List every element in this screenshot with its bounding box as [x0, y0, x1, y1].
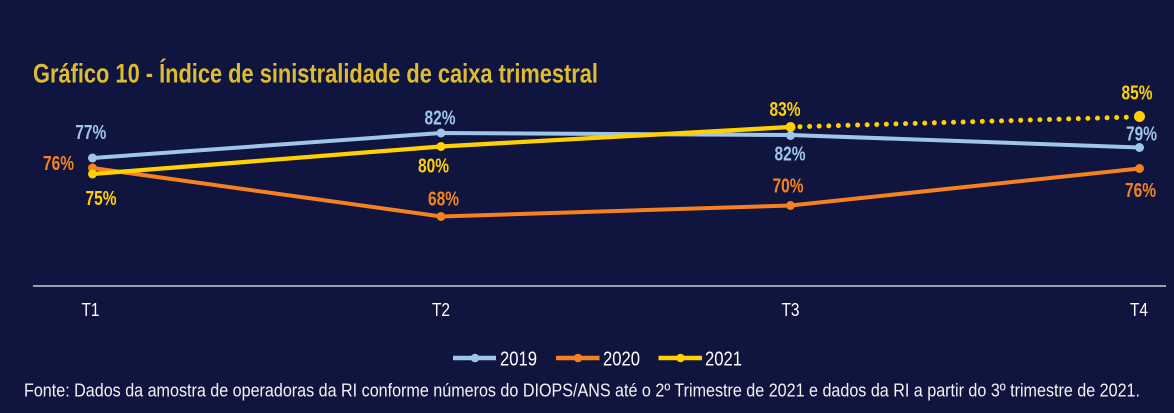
svg-text:Gráfico 10 - Índice de sinistr: Gráfico 10 - Índice de sinistralidade de…: [33, 58, 598, 89]
svg-text:77%: 77%: [75, 122, 106, 144]
svg-text:68%: 68%: [428, 189, 459, 211]
svg-text:2019: 2019: [500, 349, 537, 371]
svg-text:79%: 79%: [1126, 123, 1157, 145]
svg-text:70%: 70%: [773, 176, 804, 198]
svg-text:82%: 82%: [775, 144, 806, 166]
svg-text:75%: 75%: [86, 188, 117, 210]
svg-text:85%: 85%: [1122, 83, 1153, 105]
svg-text:83%: 83%: [770, 99, 801, 121]
svg-text:T2: T2: [432, 299, 450, 320]
svg-text:76%: 76%: [43, 153, 74, 175]
svg-text:T4: T4: [1130, 299, 1148, 320]
svg-text:80%: 80%: [418, 156, 449, 178]
svg-text:76%: 76%: [1125, 180, 1156, 202]
svg-text:T3: T3: [782, 299, 800, 320]
svg-text:82%: 82%: [425, 108, 456, 130]
svg-text:2021: 2021: [705, 349, 742, 371]
svg-text:T1: T1: [82, 299, 100, 320]
svg-text:2020: 2020: [603, 349, 640, 371]
svg-text:Fonte: Dados da amostra de ope: Fonte: Dados da amostra de operadoras da…: [24, 380, 1140, 401]
